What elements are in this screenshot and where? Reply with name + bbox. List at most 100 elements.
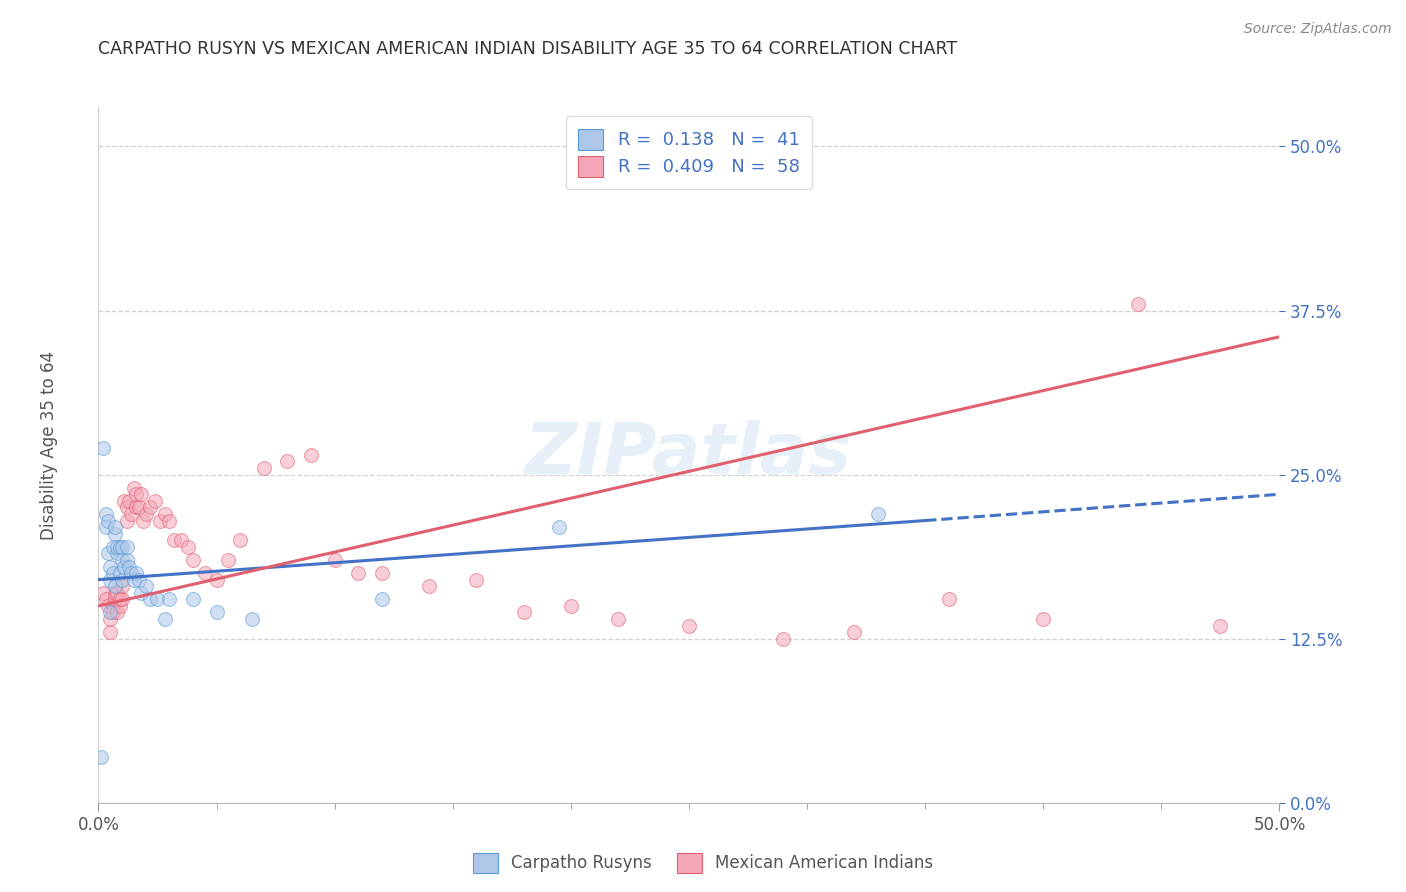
- Point: [181, 553, 204, 567]
- Point: [347, 566, 370, 580]
- Point: [139, 500, 162, 515]
- Point: [105, 540, 128, 554]
- Point: [1126, 297, 1149, 311]
- Point: [121, 507, 143, 521]
- Point: [101, 606, 124, 620]
- Text: Disability Age 35 to 64: Disability Age 35 to 64: [41, 351, 58, 541]
- Point: [101, 599, 124, 613]
- Point: [108, 592, 131, 607]
- Point: [135, 507, 157, 521]
- Point: [125, 500, 148, 515]
- Point: [112, 494, 135, 508]
- Point: [299, 448, 322, 462]
- Point: [108, 599, 131, 613]
- Point: [104, 586, 127, 600]
- Point: [115, 540, 138, 554]
- Point: [205, 606, 228, 620]
- Point: [371, 592, 394, 607]
- Point: [122, 481, 145, 495]
- Point: [101, 566, 124, 580]
- Point: [97, 599, 120, 613]
- Point: [97, 546, 120, 560]
- Point: [418, 579, 440, 593]
- Point: [98, 559, 121, 574]
- Point: [132, 514, 155, 528]
- Point: [938, 592, 960, 607]
- Point: [98, 606, 121, 620]
- Point: [111, 540, 134, 554]
- Point: [108, 540, 131, 554]
- Point: [111, 579, 134, 593]
- Point: [371, 566, 394, 580]
- Point: [125, 487, 148, 501]
- Point: [111, 592, 134, 607]
- Point: [105, 606, 128, 620]
- Point: [143, 494, 166, 508]
- Point: [323, 553, 346, 567]
- Point: [1032, 612, 1054, 626]
- Point: [205, 573, 228, 587]
- Point: [866, 507, 889, 521]
- Point: [128, 500, 150, 515]
- Point: [276, 454, 298, 468]
- Point: [115, 500, 138, 515]
- Point: [253, 461, 276, 475]
- Point: [115, 514, 138, 528]
- Text: CARPATHO RUSYN VS MEXICAN AMERICAN INDIAN DISABILITY AGE 35 TO 64 CORRELATION CH: CARPATHO RUSYN VS MEXICAN AMERICAN INDIA…: [98, 40, 957, 58]
- Point: [678, 618, 700, 632]
- Point: [163, 533, 186, 548]
- Point: [91, 442, 114, 456]
- Point: [229, 533, 252, 548]
- Point: [94, 592, 117, 607]
- Point: [101, 540, 124, 554]
- Point: [153, 612, 176, 626]
- Point: [157, 592, 180, 607]
- Point: [105, 586, 128, 600]
- Point: [170, 533, 193, 548]
- Point: [548, 520, 571, 534]
- Point: [98, 612, 121, 626]
- Point: [194, 566, 217, 580]
- Point: [104, 579, 127, 593]
- Point: [607, 612, 630, 626]
- Text: Source: ZipAtlas.com: Source: ZipAtlas.com: [1244, 22, 1392, 37]
- Point: [772, 632, 794, 646]
- Point: [118, 559, 141, 574]
- Point: [98, 573, 121, 587]
- Point: [149, 514, 172, 528]
- Point: [94, 507, 117, 521]
- Point: [1209, 618, 1232, 632]
- Point: [121, 566, 143, 580]
- Point: [91, 586, 114, 600]
- Point: [111, 573, 134, 587]
- Point: [98, 625, 121, 640]
- Point: [217, 553, 239, 567]
- Point: [112, 559, 135, 574]
- Point: [129, 586, 152, 600]
- Point: [240, 612, 263, 626]
- Point: [844, 625, 866, 640]
- Point: [139, 592, 162, 607]
- Legend: Carpatho Rusyns, Mexican American Indians: Carpatho Rusyns, Mexican American Indian…: [465, 847, 941, 880]
- Point: [512, 606, 534, 620]
- Point: [125, 566, 148, 580]
- Point: [111, 553, 134, 567]
- Text: ZIPatlas: ZIPatlas: [526, 420, 852, 490]
- Point: [181, 592, 204, 607]
- Point: [177, 540, 200, 554]
- Legend: R =  0.138   N =  41, R =  0.409   N =  58: R = 0.138 N = 41, R = 0.409 N = 58: [565, 116, 813, 189]
- Point: [153, 507, 176, 521]
- Point: [560, 599, 582, 613]
- Point: [129, 487, 152, 501]
- Point: [122, 573, 145, 587]
- Point: [97, 514, 120, 528]
- Point: [146, 592, 169, 607]
- Point: [135, 579, 157, 593]
- Point: [115, 553, 138, 567]
- Point: [90, 749, 112, 764]
- Point: [94, 520, 117, 534]
- Point: [157, 514, 180, 528]
- Point: [105, 546, 128, 560]
- Point: [104, 526, 127, 541]
- Point: [104, 592, 127, 607]
